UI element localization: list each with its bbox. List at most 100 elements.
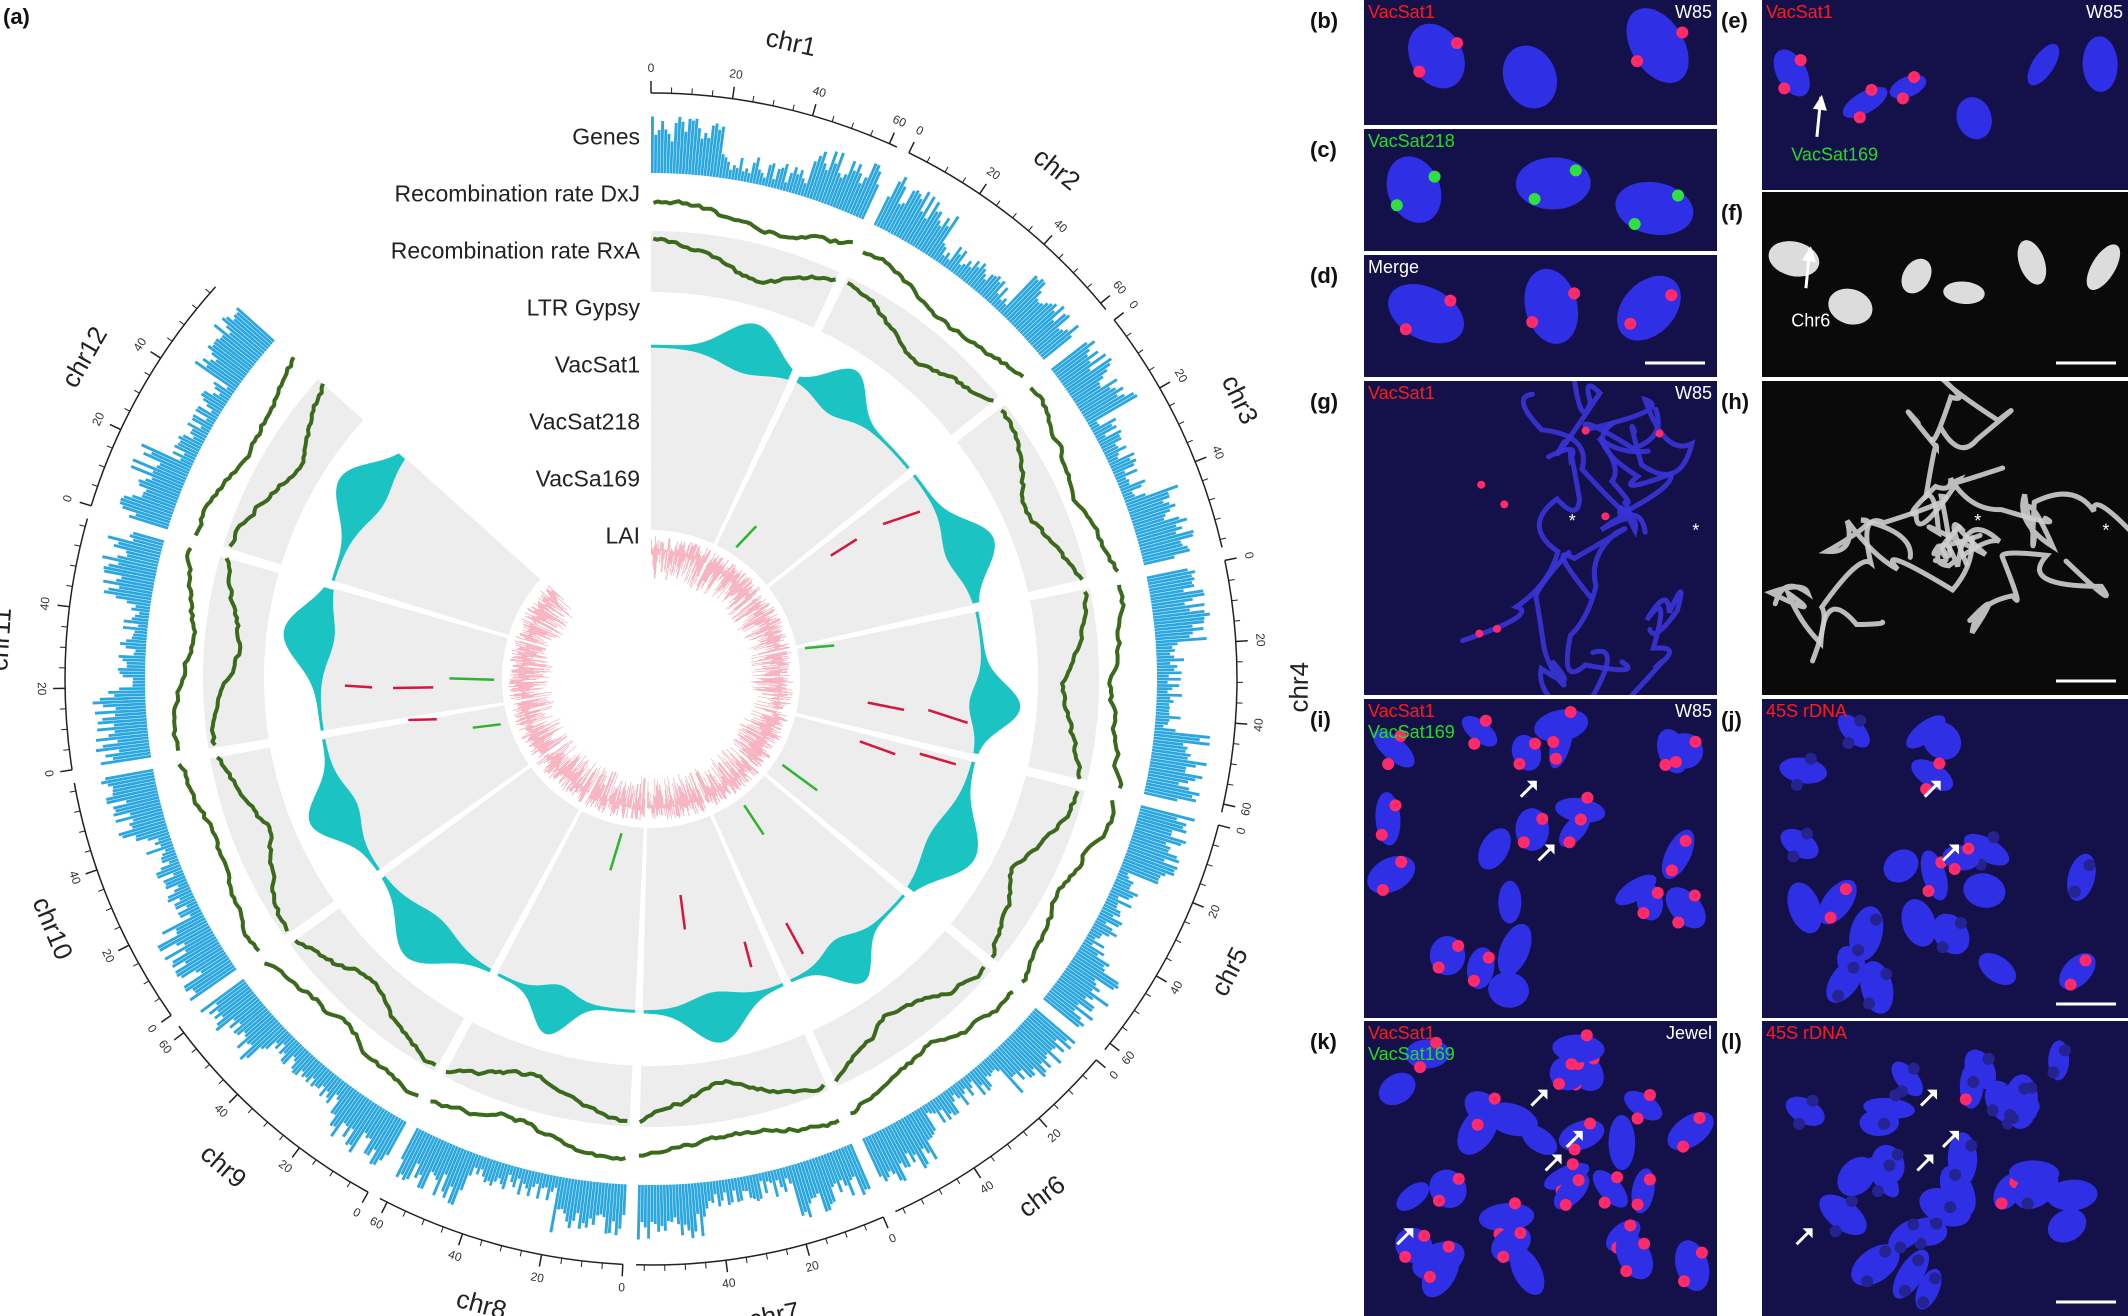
signal	[1488, 1092, 1501, 1105]
tick-mark	[160, 1014, 172, 1023]
panel-label: (d)	[1310, 263, 1338, 288]
minor-tick	[1187, 439, 1193, 444]
minor-tick	[61, 625, 68, 628]
minor-tick	[166, 337, 173, 342]
chromosome	[1478, 828, 1511, 870]
signal	[1471, 1118, 1484, 1131]
tick-mark	[811, 103, 817, 116]
tick-mark	[173, 1032, 185, 1041]
chromosome	[1555, 797, 1606, 823]
signal	[1889, 1089, 1902, 1102]
signal	[1414, 1061, 1427, 1074]
callout-label: VacSat169	[1791, 145, 1878, 165]
chromosome-label: chr1	[763, 22, 819, 62]
asterisk: *	[1692, 520, 1699, 540]
signal	[1423, 1270, 1436, 1283]
signal	[1982, 1052, 1995, 1065]
signal	[1574, 813, 1587, 826]
probe-label: VacSat218	[1368, 131, 1455, 151]
track-background	[383, 839, 521, 970]
minor-tick	[204, 1064, 210, 1069]
signal	[2018, 1082, 2031, 1095]
satellite-locus	[609, 832, 623, 871]
probe-label: VacSat1	[1766, 2, 1833, 22]
minor-tick	[1228, 579, 1235, 582]
signal	[2021, 1197, 2034, 1210]
signal	[1564, 705, 1577, 718]
chromosome-fiber	[1520, 391, 1651, 517]
track-label: Genes	[572, 123, 640, 149]
chromosome	[1828, 288, 1873, 325]
minor-tick	[98, 464, 105, 468]
sample-label: W85	[2086, 2, 2123, 22]
micrograph-background	[1762, 192, 2128, 377]
arrow-head	[1551, 1154, 1562, 1165]
tick-mark	[1043, 234, 1053, 245]
minor-tick	[863, 1224, 867, 1231]
minor-tick	[1058, 253, 1064, 259]
signal	[1432, 1194, 1445, 1207]
recombination-rate	[850, 990, 1014, 1116]
chromosome	[1608, 1115, 1636, 1171]
minor-tick	[74, 544, 81, 547]
minor-tick	[944, 166, 949, 173]
lai	[536, 739, 601, 803]
chromosome	[1963, 873, 2006, 908]
minor-tick	[995, 200, 1001, 206]
gene-density	[636, 1143, 871, 1240]
signal	[1568, 1143, 1581, 1156]
chromosome	[1787, 882, 1822, 934]
signal	[1965, 1139, 1978, 1152]
tick-label: 60	[1238, 801, 1255, 817]
minor-tick	[711, 90, 714, 97]
signal	[1883, 1159, 1896, 1172]
tick-mark	[888, 132, 895, 145]
satellite-locus	[679, 894, 687, 930]
satellite-locus	[743, 941, 753, 968]
panel-label: (e)	[1721, 8, 1748, 33]
signal	[1852, 944, 1865, 957]
signal	[1695, 1246, 1708, 1259]
minor-tick	[218, 1079, 224, 1085]
minor-tick	[69, 564, 77, 567]
satellite-locus	[927, 708, 968, 725]
tick-mark	[538, 1254, 543, 1267]
arrow-head	[1526, 780, 1537, 791]
signal	[1922, 884, 1935, 897]
minor-tick	[902, 1207, 906, 1214]
signal	[2068, 885, 2081, 898]
minor-tick	[191, 1048, 197, 1053]
track-background	[914, 611, 983, 755]
minor-tick	[870, 129, 874, 136]
tick-label: 40	[66, 869, 84, 886]
recombination-rate	[1060, 590, 1089, 780]
track-label: Recombination rate RxA	[391, 237, 641, 263]
minor-tick	[926, 156, 931, 163]
chromosome	[1922, 721, 1962, 760]
signal	[1584, 1117, 1597, 1130]
signal	[1891, 1148, 1904, 1161]
chromosome	[1943, 281, 1985, 305]
tick-label: 20	[89, 410, 107, 428]
micrograph: 45S rDNA	[1762, 1021, 2128, 1316]
minor-tick	[84, 850, 91, 853]
minor-tick	[990, 1156, 995, 1162]
tick-mark	[109, 423, 122, 431]
track-background	[441, 621, 508, 712]
chromosome-axis	[636, 1216, 884, 1266]
tick-label: 0	[1106, 1068, 1121, 1082]
signal	[1793, 1117, 1806, 1130]
signal	[1514, 1227, 1527, 1240]
recombination-rate	[1107, 584, 1126, 790]
tick-mark	[1218, 824, 1231, 829]
tick-label: 20	[1172, 366, 1191, 385]
signal	[1894, 1241, 1907, 1254]
ltr-gypsy-density	[651, 323, 793, 380]
chromosome	[1461, 715, 1498, 747]
signal	[1995, 1197, 2008, 1210]
chromosome	[1544, 1162, 1590, 1190]
chromosome	[1837, 714, 1870, 748]
minor-tick	[745, 1257, 748, 1264]
minor-tick	[785, 1249, 789, 1256]
